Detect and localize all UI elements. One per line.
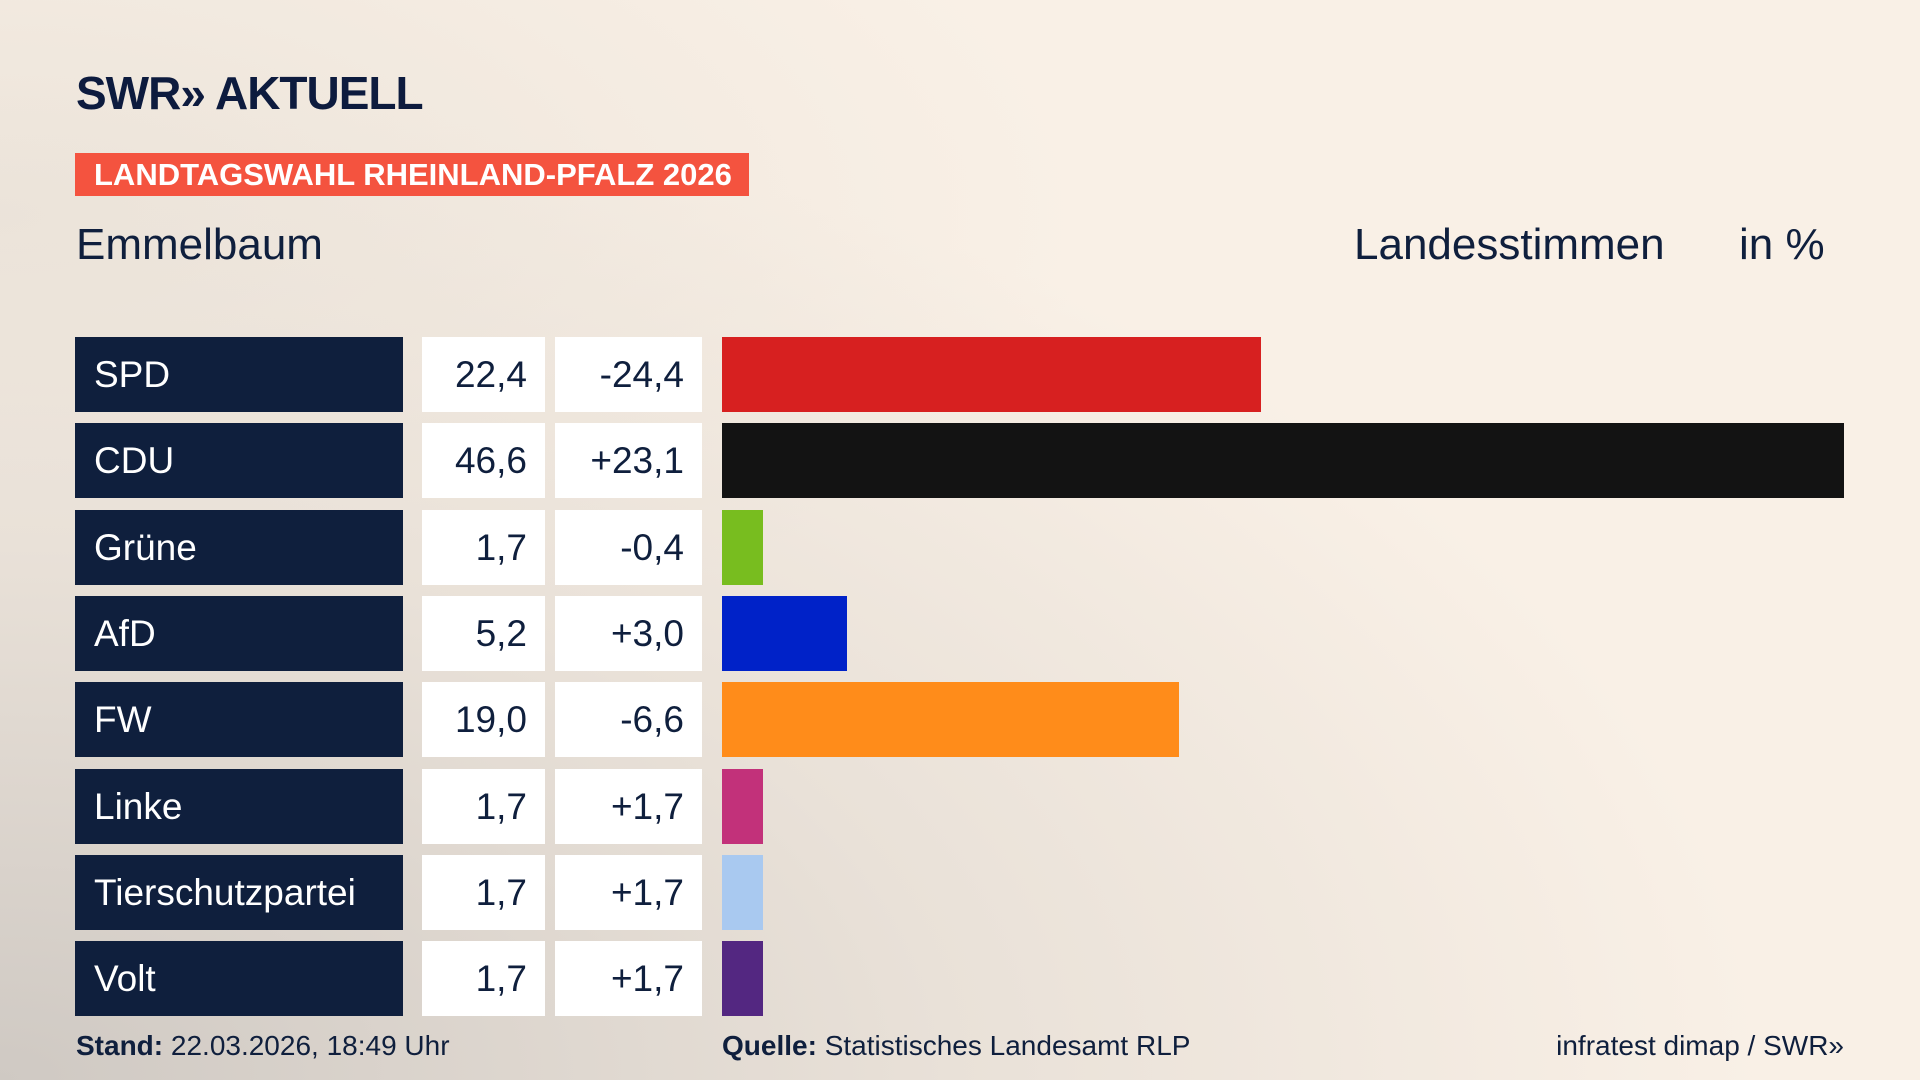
party-label: SPD [75,337,403,412]
logo: SWR» AKTUELL [76,67,424,119]
bar [722,854,763,930]
source-label: Quelle: [722,1030,817,1061]
value-label: 22,4 [422,337,545,412]
value-label: 1,7 [422,509,545,585]
stand: Stand: 22.03.2026, 18:49 Uhr [76,1030,450,1062]
bar [722,941,763,1017]
change-label: -0,4 [555,509,702,585]
unit: in % [1739,220,1825,269]
party-label: AfD [75,595,403,671]
bar [722,509,763,585]
credit: infratest dimap / SWR» [1556,1030,1844,1061]
bar [722,423,1844,499]
bar [722,337,1262,412]
party-label: Grüne [75,509,403,585]
change-label: +3,0 [555,595,702,671]
value-label: 1,7 [422,768,545,844]
party-label: Linke [75,768,403,844]
party-label: CDU [75,423,403,499]
value-label: 46,6 [422,423,545,499]
change-label: +23,1 [555,423,702,499]
value-label: 19,0 [422,682,545,758]
value-label: 1,7 [422,854,545,930]
measure: Landesstimmen [1354,220,1665,269]
bar [722,595,848,671]
party-label: FW [75,682,403,758]
change-label: +1,7 [555,854,702,930]
source-value: Statistisches Landesamt RLP [824,1030,1191,1061]
value-label: 1,7 [422,941,545,1017]
stand-label: Stand: [76,1030,164,1061]
change-label: -6,6 [555,682,702,758]
value-label: 5,2 [422,595,545,671]
source: Quelle: Statistisches Landesamt RLP [722,1030,1190,1062]
bar [722,682,1180,758]
party-label: Volt [75,941,403,1017]
bar [722,768,763,844]
banner: LANDTAGSWAHL RHEINLAND-PFALZ 2026 [75,153,749,196]
change-label: +1,7 [555,941,702,1017]
change-label: +1,7 [555,768,702,844]
change-label: -24,4 [555,337,702,412]
subtitle: Emmelbaum [76,220,323,269]
party-label: Tierschutzpartei [75,854,403,930]
stand-value: 22.03.2026, 18:49 Uhr [170,1030,450,1061]
